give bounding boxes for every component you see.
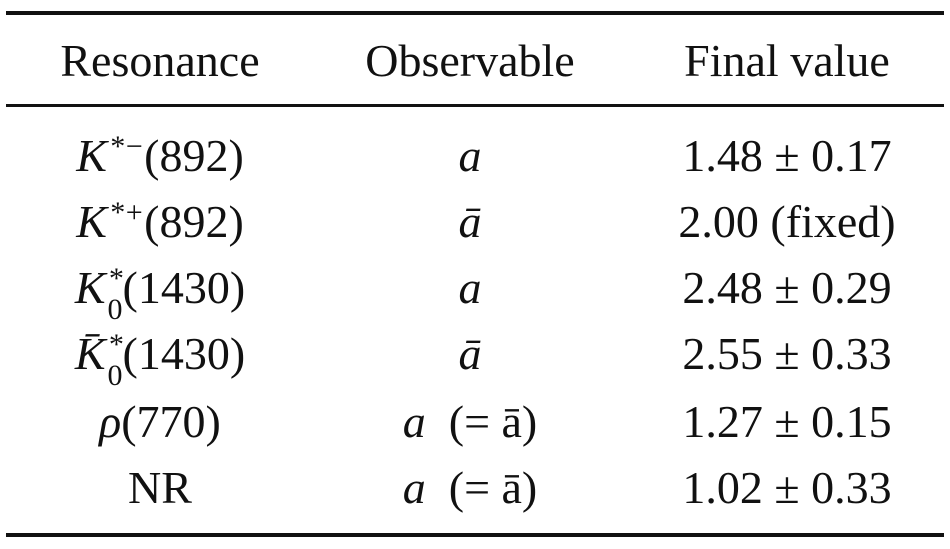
top-rule [6,11,944,15]
observable-cell: a (= ā) [310,399,630,445]
observable-note: (= ā) [448,396,538,447]
observable-cell: ā [310,331,630,377]
observable-symbol: a [458,262,482,313]
resonance-symbol: K [76,196,107,247]
final-value-cell: 2.00 (fixed) [678,196,896,247]
final-value-cell: 1.48 ± 0.17 [682,130,892,181]
resonance-mass: (892) [144,196,244,247]
script-stack: * 0 [107,328,123,392]
observable-symbol: ā [458,328,482,379]
header-cell: Resonance [60,35,260,86]
resonance-symbol: ρ [99,396,122,447]
observable-cell: ā [310,199,630,245]
bottom-rule [6,533,944,537]
subscript: 0 [107,358,123,392]
resonance-mass: (892) [144,130,244,181]
final-value-cell: 1.02 ± 0.33 [682,462,892,513]
final-value-cell: 2.55 ± 0.33 [682,328,892,379]
observable-cell: a [310,133,630,179]
final-value-cell: 2.48 ± 0.29 [682,262,892,313]
superscript: * [107,328,123,361]
superscript: * [107,262,123,295]
superscript: *+ [108,196,145,229]
final-value-cell: 1.27 ± 0.15 [682,396,892,447]
header-cell: Final value [684,35,890,86]
resonance-mass: (1430) [122,328,246,379]
observable-symbol: a [402,396,426,447]
observable-symbol: ā [458,196,482,247]
resonance-cell: K̄ * 0 (1430) [0,328,320,392]
observable-cell: a (= ā) [310,465,630,511]
resonance-cell: K *+ (892) [0,196,320,247]
header-cell: Observable [365,35,575,86]
observable-note: (= ā) [448,462,538,513]
resonance-cell: NR [0,465,320,511]
resonance-mass: (1430) [122,262,246,313]
subscript: 0 [107,292,123,326]
observable-symbol: a [402,462,426,513]
resonance-mass: (770) [121,396,221,447]
mid-rule [6,104,944,107]
script-stack: *− [108,130,145,163]
resonance-cell: K *− (892) [0,130,320,181]
resonance-symbol: K̄ [74,328,106,379]
observable-symbol: a [458,130,482,181]
script-stack: * 0 [107,262,123,326]
superscript: *− [108,130,145,163]
resonance-cell: ρ(770) [0,399,320,445]
script-stack: *+ [108,196,145,229]
resonance-symbol: K [76,130,107,181]
resonance-symbol: K [74,262,106,313]
observable-cell: a [310,265,630,311]
resonance-cell: K * 0 (1430) [0,262,320,326]
resonance-name: NR [128,462,192,513]
